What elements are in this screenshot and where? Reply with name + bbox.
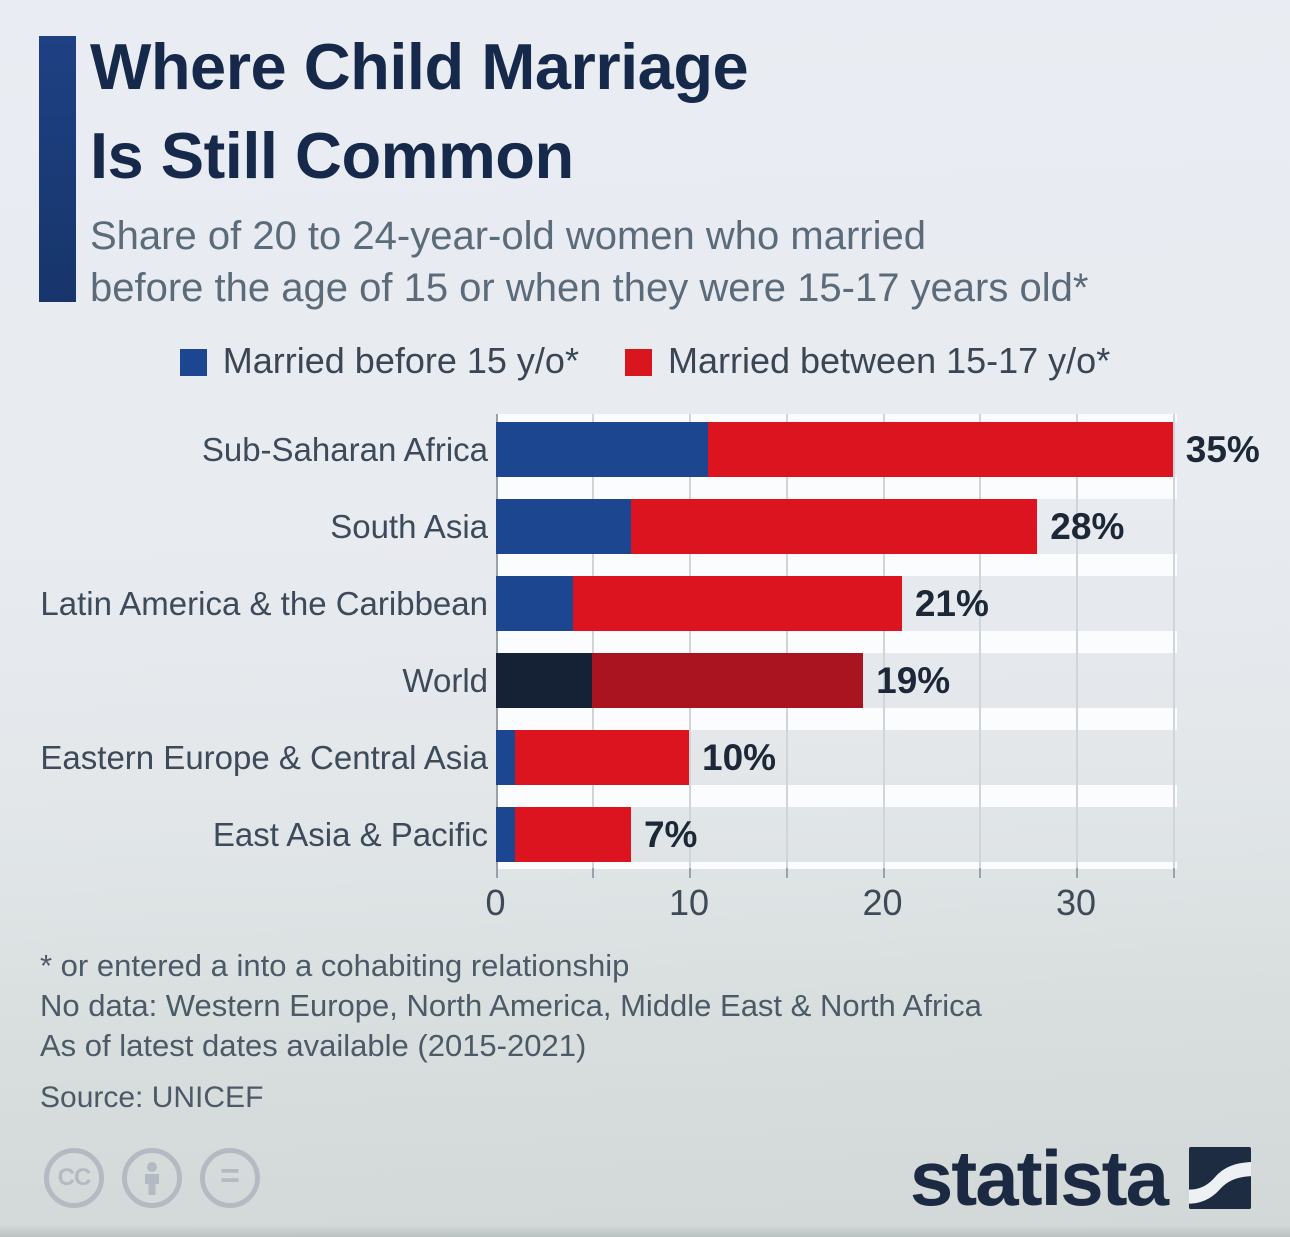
gridline (882, 414, 885, 868)
value-label: 19% (876, 659, 951, 701)
category-label: East Asia & Pacific (212, 815, 488, 853)
gridline (785, 414, 788, 868)
footnote-line: * or entered a into a cohabiting relatio… (40, 948, 630, 983)
row-separator (495, 708, 1177, 730)
bar-segment-15-17 (592, 653, 864, 708)
category-label: Latin America & the Caribbean (40, 584, 488, 622)
row-separator (495, 414, 1177, 422)
category-label: World (402, 661, 488, 699)
y-axis-line (495, 414, 498, 878)
value-label: 28% (1050, 505, 1125, 547)
bar-segment-15-17 (708, 422, 1173, 477)
footnote-line: As of latest dates available (2015-2021) (40, 1028, 587, 1063)
x-tick-label: 10 (668, 882, 710, 923)
bar-segment-before-15 (495, 730, 515, 785)
value-label: 35% (1185, 428, 1260, 470)
x-axis-tick (785, 868, 788, 878)
legend-item-15-17: Married between 15-17 y/o* (624, 340, 1111, 382)
row-separator (495, 477, 1177, 499)
legend-swatch-red-icon (624, 349, 652, 376)
value-label: 21% (914, 582, 989, 624)
row-separator (495, 862, 1177, 869)
value-label: 10% (702, 736, 777, 778)
person-icon (145, 1162, 159, 1195)
x-axis-tick (1172, 868, 1175, 878)
x-axis-tick (592, 868, 595, 878)
title-accent-bar (39, 36, 76, 302)
title-line-1: Where Child Marriage (90, 30, 749, 103)
footnote-line: No data: Western Europe, North America, … (40, 988, 982, 1023)
statista-logo-text: statista (909, 1134, 1169, 1222)
row-separator (495, 554, 1177, 576)
legend-swatch-blue-icon (179, 349, 207, 376)
title-line-2: Is Still Common (90, 119, 574, 192)
equals-label: = (220, 1156, 240, 1195)
x-axis-tick (689, 868, 691, 878)
gridline (1076, 414, 1078, 868)
bar-segment-before-15 (495, 653, 593, 708)
x-tick-label: 20 (862, 882, 903, 923)
statista-mark-icon (1189, 1147, 1251, 1209)
bar-segment-before-15 (495, 422, 709, 477)
page-subtitle: Share of 20 to 24-year-old women who mar… (90, 210, 1088, 314)
category-label: Eastern Europe & Central Asia (40, 738, 488, 776)
legend-item-before-15: Married before 15 y/o* (179, 340, 579, 382)
row-separator (495, 785, 1177, 807)
category-label: Sub-Saharan Africa (201, 430, 488, 468)
value-label: 7% (643, 813, 698, 855)
x-axis-tick (979, 868, 982, 878)
x-tick-label: 30 (1055, 882, 1097, 923)
row-separator (495, 631, 1177, 653)
legend-label: Married before 15 y/o* (222, 340, 579, 381)
bar-segment-15-17 (572, 576, 902, 631)
page-title: Where Child Marriage Is Still Common (90, 22, 749, 200)
x-axis-tick (1076, 868, 1078, 878)
gridline (592, 414, 595, 868)
x-tick-label: 0 (485, 882, 506, 923)
bar-segment-before-15 (495, 576, 573, 631)
bar-segment-before-15 (495, 807, 515, 862)
cc-equals-icon[interactable]: = (200, 1148, 260, 1208)
legend-label: Married between 15-17 y/o* (667, 340, 1111, 381)
bar-segment-15-17 (630, 499, 1038, 554)
legend: Married before 15 y/o* Married between 1… (0, 340, 1290, 382)
gridline (689, 414, 691, 868)
cc-label: CC (57, 1164, 92, 1191)
bar-segment-before-15 (495, 499, 631, 554)
subtitle-line-1: Share of 20 to 24-year-old women who mar… (90, 214, 926, 258)
subtitle-line-2: before the age of 15 or when they were 1… (90, 266, 1089, 310)
cc-icon[interactable]: CC (44, 1148, 104, 1208)
statista-logo[interactable]: statista (909, 1134, 1253, 1222)
gridline (1172, 414, 1175, 868)
cc-attribution-person-icon[interactable] (122, 1148, 182, 1208)
cc-license-badges[interactable]: CC = (44, 1148, 260, 1208)
x-axis-tick (882, 868, 885, 878)
footnotes: * or entered a into a cohabiting relatio… (40, 946, 982, 1118)
source-note: Source: UNICEF (40, 1081, 264, 1114)
gridline (979, 414, 982, 868)
category-label: South Asia (330, 507, 488, 545)
bar-segment-15-17 (514, 730, 689, 785)
bar-segment-15-17 (514, 807, 631, 862)
